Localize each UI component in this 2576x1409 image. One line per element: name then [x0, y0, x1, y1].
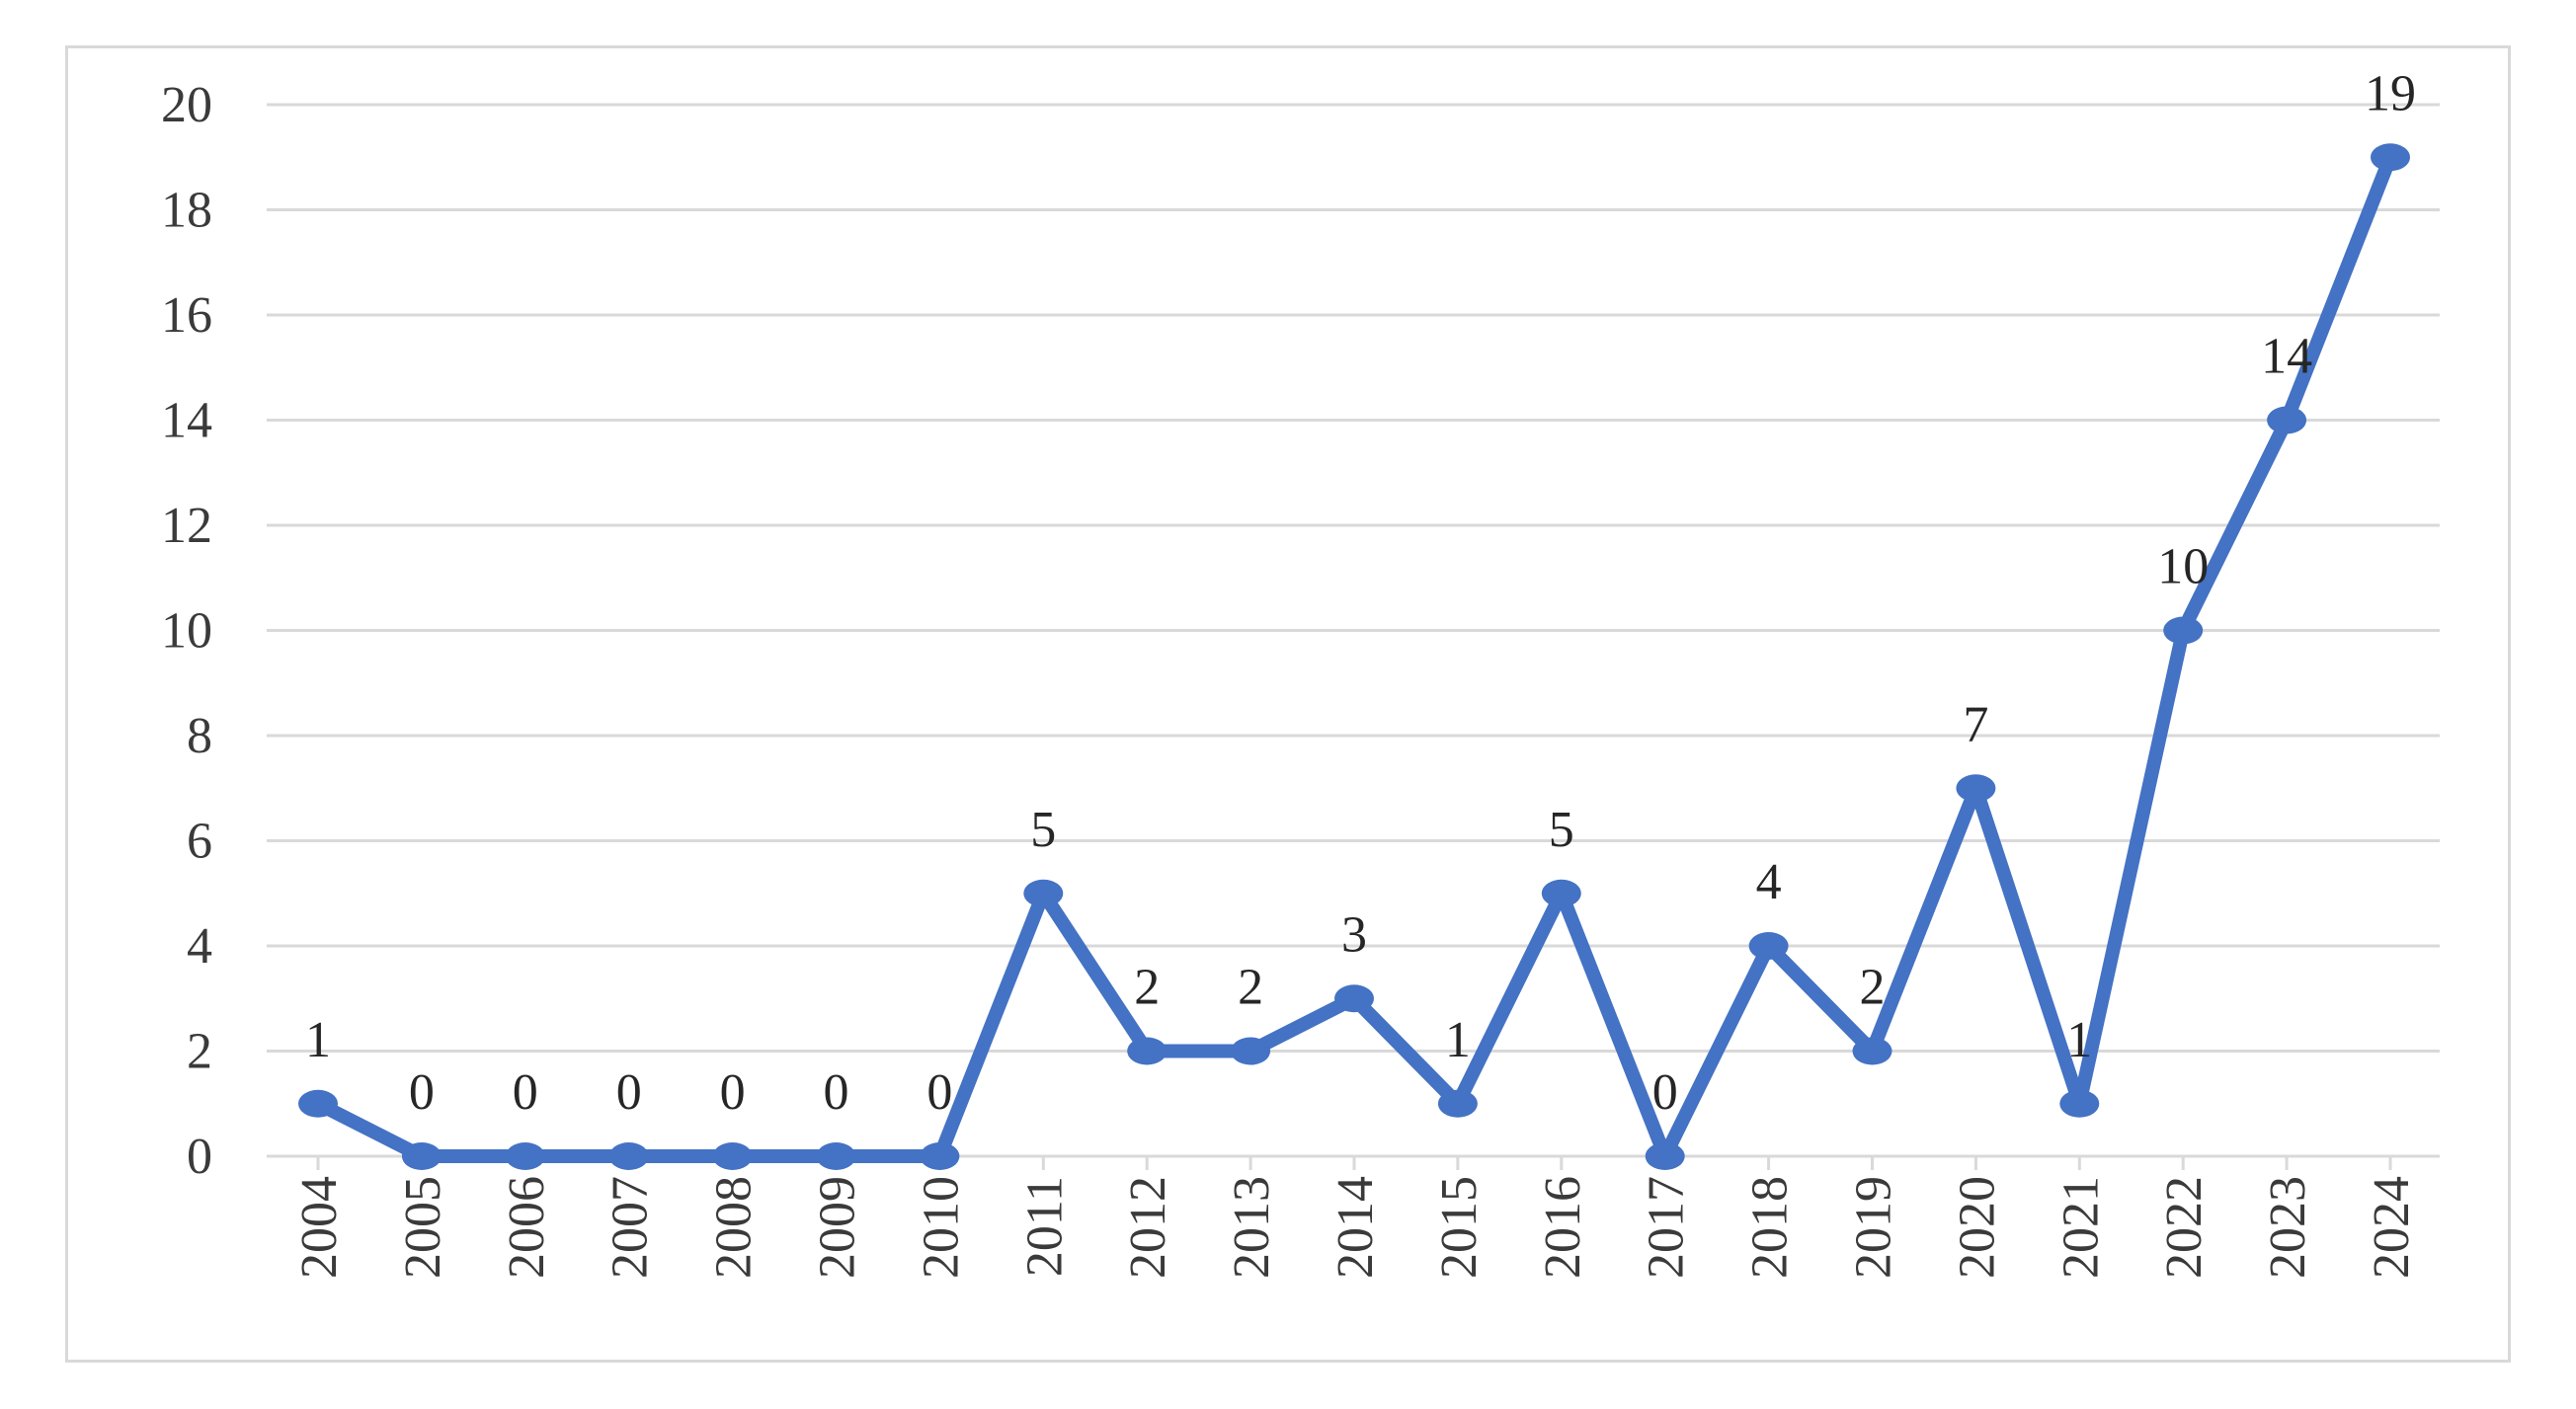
- data-label-2016: 5: [1549, 802, 1574, 858]
- y-tick-label-18: 18: [161, 183, 212, 239]
- data-label-2005: 0: [409, 1064, 435, 1121]
- x-tick-label-2012: 2012: [1120, 1176, 1176, 1279]
- data-point-2015: [1437, 1089, 1478, 1118]
- x-tick-label-2017: 2017: [1639, 1176, 1695, 1279]
- data-label-2021: 1: [2066, 1012, 2092, 1068]
- y-tick-label-8: 8: [187, 708, 212, 764]
- y-tick-label-16: 16: [161, 287, 212, 344]
- data-point-2006: [505, 1142, 545, 1170]
- data-label-2024: 19: [2365, 65, 2416, 121]
- data-point-2004: [298, 1089, 338, 1118]
- data-label-2006: 0: [513, 1064, 538, 1121]
- chart-frame: [65, 45, 2511, 1363]
- data-point-2005: [401, 1142, 442, 1170]
- x-axis: 2004 2005 2006 2007 2008 2009 2010 2011 2012 2013…: [291, 1156, 2420, 1279]
- x-tick-label-2019: 2019: [1846, 1176, 1902, 1279]
- data-point-2011: [1023, 879, 1064, 907]
- data-label-2009: 0: [824, 1064, 849, 1121]
- x-tick-label-2015: 2015: [1431, 1176, 1488, 1279]
- x-tick-label-2013: 2013: [1224, 1176, 1280, 1279]
- y-tick-label-2: 2: [187, 1024, 212, 1080]
- data-label-2007: 0: [616, 1064, 642, 1121]
- y-tick-label-10: 10: [161, 603, 212, 660]
- data-point-2010: [920, 1142, 960, 1170]
- y-tick-label-14: 14: [161, 393, 212, 449]
- data-label-2013: 2: [1238, 960, 1263, 1016]
- x-tick-label-2004: 2004: [291, 1176, 348, 1279]
- data-point-2008: [712, 1142, 753, 1170]
- data-point-2013: [1231, 1037, 1271, 1065]
- x-tick-label-2023: 2023: [2260, 1176, 2316, 1279]
- data-point-2018: [1748, 932, 1789, 960]
- data-label-2015: 1: [1445, 1012, 1471, 1068]
- data-label-2017: 0: [1652, 1064, 1678, 1121]
- data-point-2007: [608, 1142, 649, 1170]
- data-point-2019: [1852, 1037, 1892, 1065]
- data-label-2004: 1: [305, 1012, 331, 1068]
- data-label-2022: 10: [2157, 539, 2209, 595]
- data-point-2017: [1645, 1142, 1685, 1170]
- y-tick-label-0: 0: [187, 1129, 212, 1185]
- y-tick-label-20: 20: [161, 77, 212, 133]
- data-label-2008: 0: [720, 1064, 746, 1121]
- data-label-2011: 5: [1030, 802, 1056, 858]
- data-label-2014: 3: [1341, 906, 1367, 963]
- data-point-2021: [2059, 1089, 2100, 1118]
- y-axis: 0 2 4 6 8 10 12 14 16 18 20: [161, 77, 212, 1185]
- x-tick-label-2018: 2018: [1742, 1176, 1799, 1279]
- x-tick-label-2007: 2007: [603, 1176, 659, 1279]
- x-tick-label-2020: 2020: [1949, 1176, 2005, 1279]
- x-tick-label-2022: 2022: [2156, 1176, 2213, 1279]
- data-point-2023: [2267, 406, 2307, 434]
- data-point-2022: [2163, 616, 2204, 645]
- x-tick-label-2008: 2008: [706, 1176, 763, 1279]
- data-label-2019: 2: [1860, 960, 1886, 1016]
- y-tick-label-4: 4: [187, 918, 212, 975]
- data-point-2020: [1956, 774, 1996, 803]
- data-label-2010: 0: [926, 1064, 952, 1121]
- x-tick-label-2010: 2010: [913, 1176, 969, 1279]
- x-tick-label-2006: 2006: [499, 1176, 555, 1279]
- x-tick-label-2016: 2016: [1535, 1176, 1591, 1279]
- data-label-2012: 2: [1134, 960, 1160, 1016]
- data-point-2009: [816, 1142, 856, 1170]
- data-point-2016: [1541, 879, 1581, 907]
- data-label-2018: 4: [1756, 854, 1782, 910]
- x-tick-label-2005: 2005: [395, 1176, 451, 1279]
- data-point-2024: [2371, 143, 2410, 172]
- data-label-2023: 14: [2261, 329, 2312, 385]
- data-point-2012: [1127, 1037, 1167, 1065]
- x-tick-label-2021: 2021: [2053, 1176, 2109, 1279]
- y-tick-label-6: 6: [187, 814, 212, 870]
- x-tick-label-2024: 2024: [2364, 1176, 2420, 1279]
- x-tick-label-2009: 2009: [810, 1176, 866, 1279]
- data-label-2020: 7: [1963, 696, 1988, 752]
- x-tick-label-2014: 2014: [1328, 1176, 1384, 1279]
- x-tick-label-2011: 2011: [1016, 1176, 1073, 1277]
- data-point-2014: [1334, 984, 1374, 1013]
- y-tick-label-12: 12: [161, 498, 212, 554]
- series-markers: [298, 143, 2410, 1170]
